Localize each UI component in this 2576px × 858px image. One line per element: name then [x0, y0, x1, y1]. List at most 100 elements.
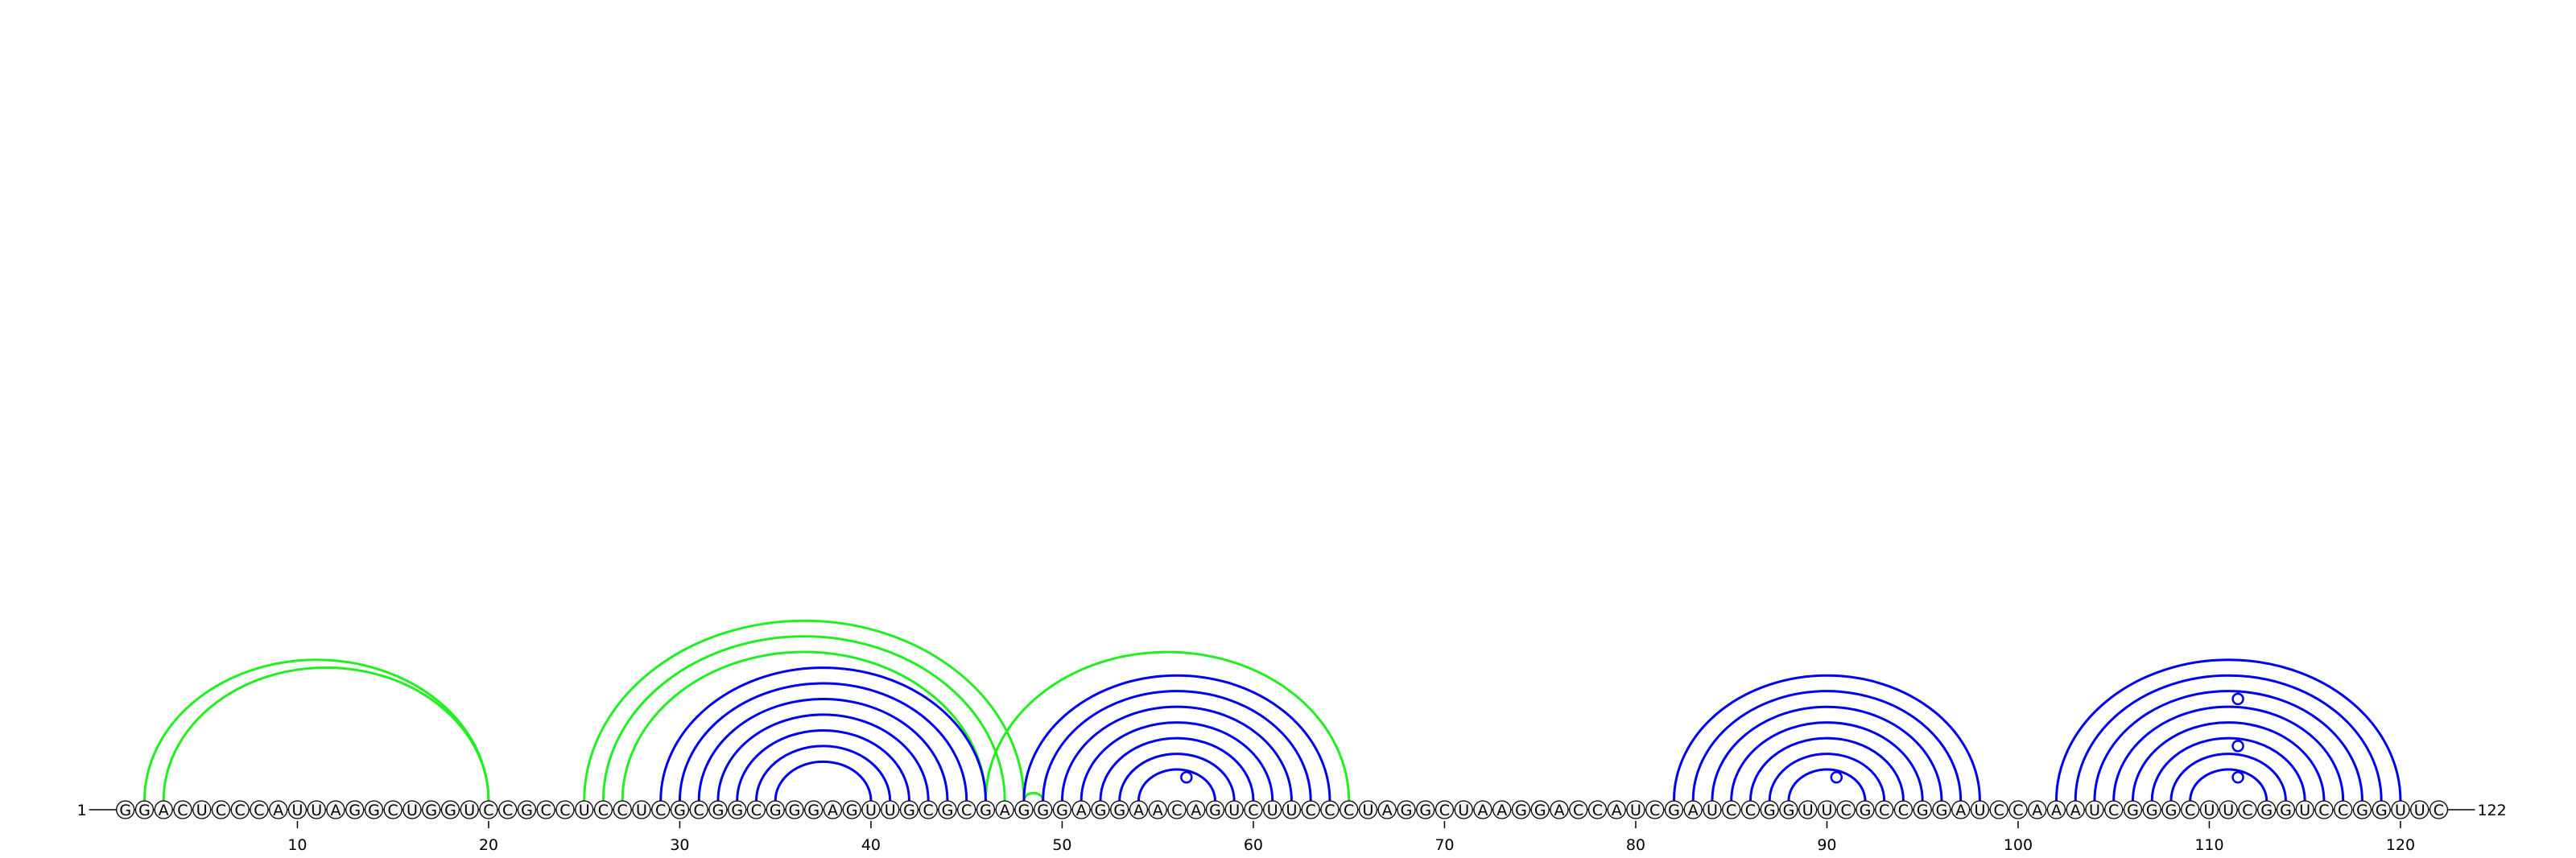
nucleotide-label: U [464, 802, 475, 819]
nucleotide-circle [1875, 800, 1894, 819]
nucleotide-circle [345, 800, 365, 819]
nucleotide-label: U [291, 802, 303, 819]
tick-label: 50 [1052, 836, 1071, 854]
nucleotide-circle [651, 800, 671, 819]
tick-label: 20 [479, 836, 498, 854]
nucleotide-label: G [1936, 802, 1948, 819]
base-pair-arc-84-96 [1711, 705, 1943, 802]
nucleotide-circle [479, 800, 498, 819]
nucleotide-label: G [942, 802, 954, 819]
nucleotide-label: C [2338, 802, 2348, 819]
nucleotide-circle [746, 800, 766, 819]
nucleotide-circle [230, 800, 250, 819]
nucleotide-label: G [2280, 802, 2292, 819]
nucleotide-label: U [311, 802, 322, 819]
nucleotide-label: C [598, 802, 609, 819]
nucleotide-label: G [1018, 802, 1030, 819]
nucleotide-label: C [923, 802, 934, 819]
nucleotide-circle [422, 800, 441, 819]
base-pair-arc-34-41 [754, 745, 892, 802]
nucleotide-label: U [2395, 802, 2406, 819]
nucleotide-circle [402, 800, 422, 819]
nucleotide-circle [2410, 800, 2429, 819]
nucleotide-label: G [770, 802, 782, 819]
nucleotide-label: U [2089, 802, 2100, 819]
nucleotide-label: C [1248, 802, 1258, 819]
nucleotide-label: U [2223, 802, 2234, 819]
nucleotide-label: A [2051, 802, 2062, 819]
nucleotide-label: C [254, 802, 264, 819]
nucleotide-circle [1913, 800, 1932, 819]
nucleotide-circle [1129, 800, 1149, 819]
nucleotide-label: U [2414, 802, 2425, 819]
nucleotide-label: C [694, 802, 704, 819]
nucleotide-circle [2352, 800, 2372, 819]
nucleotide-circle [1626, 800, 1645, 819]
nucleotide-label: G [2165, 802, 2178, 819]
nucleotide-label: C [235, 802, 246, 819]
nucleotide-label: G [1860, 802, 1872, 819]
nucleotide-circle [2123, 800, 2143, 819]
nucleotide-label: G [1209, 802, 1221, 819]
pseudoknot-arc-46-65 [984, 650, 1351, 802]
nucleotide-circle [1645, 800, 1665, 819]
base-pair-arc-87-93 [1768, 753, 1886, 802]
base-pair-arc-54-58 [1137, 768, 1216, 802]
nucleotide-label: G [2356, 802, 2368, 819]
nucleotide-circle [1951, 800, 1971, 819]
noncanonical-pair-marker-55-58 [1180, 771, 1193, 784]
nucleotide-label: G [1401, 802, 1413, 819]
nucleotide-circle [364, 800, 384, 819]
nucleotide-circle [536, 800, 555, 819]
base-pair-arc-103-119 [2074, 674, 2383, 802]
nucleotide-circle [1034, 800, 1053, 819]
nucleotide-circle [1664, 800, 1684, 819]
nucleotide-label: C [1649, 802, 1660, 819]
nucleotide-circle [1511, 800, 1531, 819]
nucleotide-circle [823, 800, 843, 819]
nucleotide-circle [2257, 800, 2277, 819]
base-pair-arc-104-118 [2093, 690, 2363, 802]
nucleotide-label: A [1133, 802, 1144, 819]
nucleotide-label: G [521, 802, 533, 819]
nucleotide-circle [326, 800, 345, 819]
base-pair-arc-107-115 [2150, 736, 2306, 802]
nucleotide-label: A [1000, 802, 1010, 819]
nucleotide-label: A [1688, 802, 1699, 819]
nucleotide-label: C [2013, 802, 2023, 819]
nucleotide-label: U [1286, 802, 1297, 819]
nucleotide-circle [593, 800, 613, 819]
nucleotide-circle [2046, 800, 2066, 819]
sequence-start-label: 1 [77, 802, 87, 819]
nucleotide-label: A [1382, 802, 1393, 819]
nucleotide-circle [2238, 800, 2257, 819]
nucleotide-label: G [1783, 802, 1795, 819]
nucleotide-label: G [2146, 802, 2158, 819]
base-pair-arc-49-63 [1042, 690, 1312, 802]
nucleotide-label: C [1344, 802, 1354, 819]
nucleotide-label: G [2376, 802, 2388, 819]
nucleotide-label: G [1764, 802, 1776, 819]
nucleotide-label: G [1419, 802, 1431, 819]
nucleotide-label: G [138, 802, 151, 819]
tick-label: 30 [670, 836, 689, 854]
nucleotide-circle [1014, 800, 1034, 819]
base-pair-arc-106-116 [2131, 721, 2326, 802]
nucleotide-label: U [2203, 802, 2215, 819]
nucleotide-label: G [2260, 802, 2273, 819]
nucleotide-circle [1607, 800, 1626, 819]
nucleotide-circle [2142, 800, 2161, 819]
nucleotide-label: G [119, 802, 131, 819]
base-pair-arc-30-45 [678, 682, 968, 802]
nucleotide-circle [1569, 800, 1588, 819]
nucleotide-circle [1397, 800, 1416, 819]
nucleotide-circle [1740, 800, 1761, 819]
nucleotide-label: C [502, 802, 513, 819]
nucleotide-label: A [1191, 802, 1201, 819]
nucleotide-circle [1340, 800, 1359, 819]
noncanonical-pair-marker-89-92 [1830, 771, 1843, 784]
nucleotide-label: G [1515, 802, 1527, 819]
nucleotide-circle [1205, 800, 1225, 819]
